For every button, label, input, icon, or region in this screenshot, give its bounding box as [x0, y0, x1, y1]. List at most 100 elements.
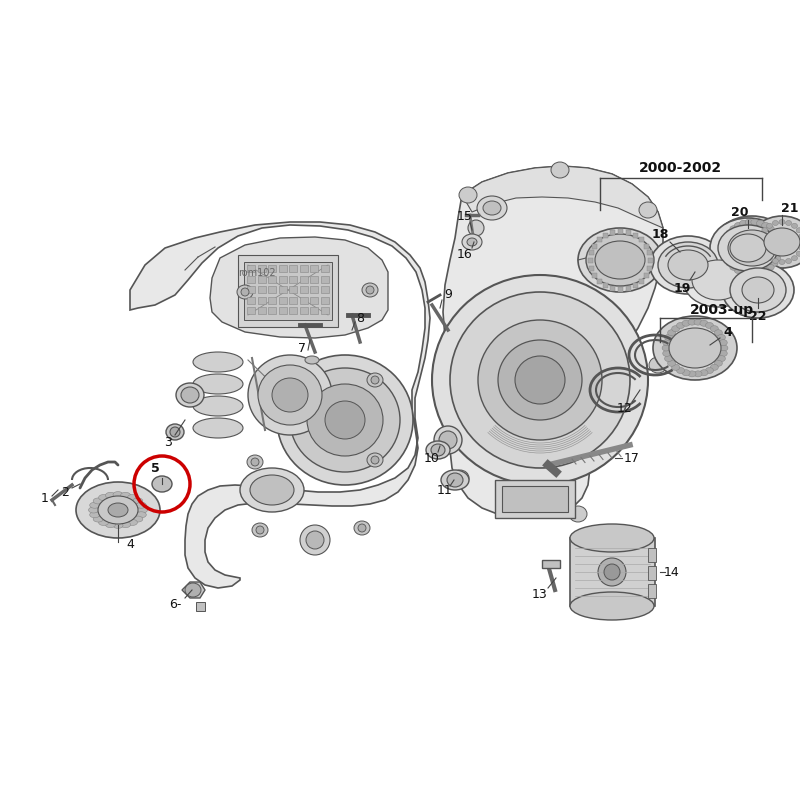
Ellipse shape	[779, 259, 785, 265]
Ellipse shape	[439, 431, 457, 449]
Ellipse shape	[764, 228, 800, 256]
Ellipse shape	[451, 470, 469, 486]
Bar	[648, 584, 656, 598]
Ellipse shape	[662, 339, 670, 346]
Ellipse shape	[796, 251, 800, 256]
Ellipse shape	[247, 455, 263, 469]
Ellipse shape	[127, 519, 138, 526]
Ellipse shape	[766, 264, 774, 270]
Bar	[299, 297, 307, 303]
Ellipse shape	[751, 271, 759, 277]
Ellipse shape	[718, 355, 726, 362]
Ellipse shape	[757, 270, 765, 276]
Ellipse shape	[770, 260, 778, 266]
Ellipse shape	[706, 322, 714, 329]
Ellipse shape	[730, 234, 766, 262]
Ellipse shape	[718, 225, 778, 271]
Ellipse shape	[766, 223, 773, 228]
Bar	[321, 265, 329, 272]
Bar	[299, 286, 307, 293]
Text: 2003-up: 2003-up	[690, 303, 754, 317]
Bar	[610, 230, 615, 235]
Ellipse shape	[750, 216, 800, 268]
Ellipse shape	[730, 226, 738, 232]
Ellipse shape	[773, 255, 781, 262]
Bar	[603, 283, 608, 288]
Bar	[597, 238, 602, 242]
Bar	[247, 265, 255, 272]
Ellipse shape	[586, 234, 654, 286]
Ellipse shape	[106, 492, 115, 498]
Ellipse shape	[307, 384, 383, 456]
Ellipse shape	[193, 374, 243, 394]
Ellipse shape	[722, 239, 730, 246]
Text: 19: 19	[674, 282, 690, 294]
Ellipse shape	[762, 228, 768, 233]
Ellipse shape	[89, 507, 98, 513]
Text: rom102: rom102	[238, 268, 276, 278]
Bar	[196, 602, 205, 611]
Ellipse shape	[786, 221, 791, 226]
Ellipse shape	[723, 234, 731, 241]
Ellipse shape	[248, 355, 332, 435]
Ellipse shape	[193, 396, 243, 416]
Polygon shape	[182, 582, 205, 598]
Bar	[268, 275, 276, 282]
Ellipse shape	[136, 512, 146, 518]
Bar	[299, 275, 307, 282]
Ellipse shape	[300, 525, 330, 555]
Ellipse shape	[762, 251, 768, 256]
Ellipse shape	[683, 253, 753, 307]
Bar	[644, 273, 650, 278]
Ellipse shape	[515, 356, 565, 404]
Bar	[289, 275, 297, 282]
Ellipse shape	[462, 234, 482, 250]
Ellipse shape	[719, 339, 727, 346]
Ellipse shape	[90, 502, 100, 508]
Bar	[299, 265, 307, 272]
Bar	[258, 297, 266, 303]
Text: 7: 7	[298, 342, 306, 354]
Bar	[647, 266, 652, 270]
Bar	[495, 480, 575, 518]
Ellipse shape	[108, 503, 128, 517]
Bar	[258, 265, 266, 272]
Ellipse shape	[185, 583, 201, 597]
Bar	[310, 275, 318, 282]
Ellipse shape	[758, 246, 765, 250]
Ellipse shape	[714, 360, 722, 366]
Ellipse shape	[700, 370, 708, 376]
Bar	[610, 286, 615, 291]
Text: 21: 21	[782, 202, 798, 214]
Ellipse shape	[722, 250, 730, 257]
Bar	[278, 265, 286, 272]
Ellipse shape	[757, 220, 765, 226]
Bar	[592, 273, 597, 278]
Bar	[321, 286, 329, 293]
Ellipse shape	[354, 521, 370, 535]
Text: 17: 17	[624, 451, 640, 465]
Bar	[647, 250, 652, 255]
Ellipse shape	[714, 330, 722, 336]
Ellipse shape	[93, 516, 103, 522]
Ellipse shape	[98, 494, 109, 501]
Ellipse shape	[431, 444, 445, 456]
Ellipse shape	[483, 201, 501, 215]
Bar	[626, 230, 631, 235]
Text: 2: 2	[61, 486, 69, 498]
Ellipse shape	[665, 355, 673, 362]
Ellipse shape	[447, 473, 463, 487]
Ellipse shape	[76, 482, 160, 538]
Ellipse shape	[127, 494, 138, 501]
Ellipse shape	[237, 285, 253, 299]
Ellipse shape	[121, 492, 130, 498]
Ellipse shape	[745, 271, 753, 277]
Bar	[648, 566, 656, 580]
Ellipse shape	[604, 564, 620, 580]
Ellipse shape	[719, 350, 727, 357]
Bar	[310, 286, 318, 293]
Bar	[258, 286, 266, 293]
Ellipse shape	[766, 256, 773, 261]
Text: 4: 4	[724, 326, 732, 338]
Ellipse shape	[692, 260, 744, 300]
